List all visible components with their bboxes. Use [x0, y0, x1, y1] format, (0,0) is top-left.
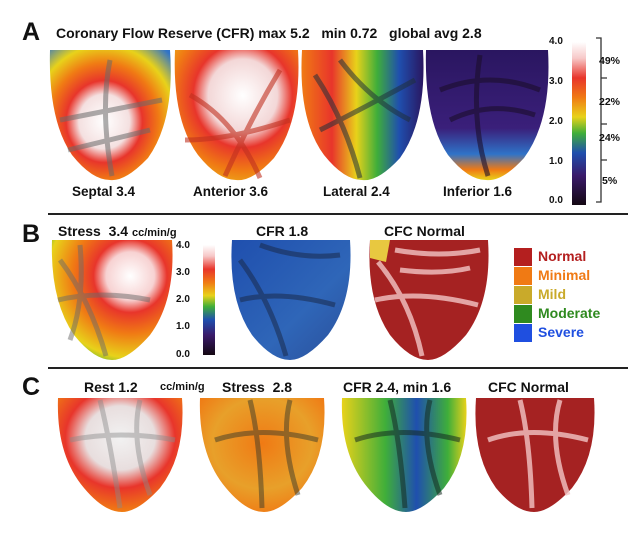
panel-b-cfr-label: CFR 1.8	[256, 223, 309, 239]
cfr-min: min 0.72	[321, 25, 378, 41]
view-label-lateral: Lateral 2.4	[323, 184, 390, 199]
panel-a-title: Coronary Flow Reserve (CFR) max 5.2 min …	[56, 25, 482, 41]
scale-a-tick-1: 1.0	[549, 156, 563, 167]
stress-value: 3.4	[108, 223, 129, 239]
percent-24: 24%	[599, 132, 621, 144]
panel-c-cfr-label: CFR 2.4, min 1.6	[343, 379, 452, 395]
heart-septal	[49, 50, 171, 181]
heart-lateral	[301, 50, 424, 181]
heart-b-cfr	[231, 240, 351, 360]
legend-moderate: Moderate	[538, 305, 601, 321]
legend-swatch-mild	[514, 286, 532, 304]
percent-49: 49%	[599, 55, 621, 67]
panel-c-units: cc/min/g	[160, 381, 205, 393]
panel-letter-b: B	[22, 220, 41, 248]
heart-inferior	[425, 50, 549, 181]
legend-severe: Severe	[538, 324, 584, 340]
scale-b-tick-3: 3.0	[176, 267, 190, 278]
scale-a-tick-0: 0.0	[549, 195, 563, 206]
view-label-septal: Septal 3.4	[72, 184, 136, 199]
divider-bc	[48, 367, 628, 369]
view-label-anterior: Anterior 3.6	[193, 184, 269, 199]
panel-c-rest-label: Rest 1.2	[84, 379, 138, 395]
panel-b-stress-title: Stress 3.4 cc/min/g	[58, 223, 177, 239]
panel-c-cfc-label: CFC Normal	[488, 379, 569, 395]
scale-b-tick-2: 2.0	[176, 294, 190, 305]
legend-normal: Normal	[538, 248, 587, 264]
scale-b-tick-4: 4.0	[176, 240, 190, 251]
heart-b-cfc	[369, 240, 489, 360]
percent-5: 5%	[602, 175, 618, 187]
scale-a-tick-4: 4.0	[549, 36, 563, 47]
panel-c-stress-label: Stress 2.8	[222, 379, 293, 395]
heart-anterior	[174, 50, 299, 181]
legend-swatch-minimal	[514, 267, 532, 285]
view-label-inferior: Inferior 1.6	[443, 184, 513, 199]
panel-letter-a: A	[22, 18, 41, 46]
cfr-title: Coronary Flow Reserve (CFR)	[56, 25, 255, 41]
heart-c-cfc	[475, 398, 595, 512]
heart-b-stress	[51, 240, 173, 360]
scale-a-tick-2: 2.0	[549, 116, 563, 127]
heart-c-stress	[199, 398, 325, 512]
percent-bracket	[596, 37, 602, 203]
percent-22: 22%	[599, 96, 621, 108]
panel-b-cfc-label: CFC Normal	[384, 223, 465, 239]
legend-swatch-normal	[514, 248, 532, 266]
heart-c-rest	[57, 398, 183, 512]
scale-b-tick-1: 1.0	[176, 321, 190, 332]
legend-mild: Mild	[538, 286, 566, 302]
cfr-max: max 5.2	[258, 25, 310, 41]
scale-a-tick-3: 3.0	[549, 76, 563, 87]
divider-ab	[48, 213, 628, 215]
panel-letter-c: C	[22, 373, 41, 401]
units-label: cc/min/g	[131, 227, 177, 239]
color-scale-a	[572, 42, 586, 205]
legend-swatch-moderate	[514, 305, 532, 323]
legend-minimal: Minimal	[538, 267, 591, 283]
cfr-global-avg: global avg 2.8	[389, 25, 482, 41]
scale-b-tick-0: 0.0	[176, 349, 190, 360]
legend-swatch-severe	[514, 324, 532, 342]
color-scale-b	[203, 245, 215, 355]
stress-label: Stress	[58, 223, 101, 239]
heart-c-cfr	[341, 398, 467, 512]
